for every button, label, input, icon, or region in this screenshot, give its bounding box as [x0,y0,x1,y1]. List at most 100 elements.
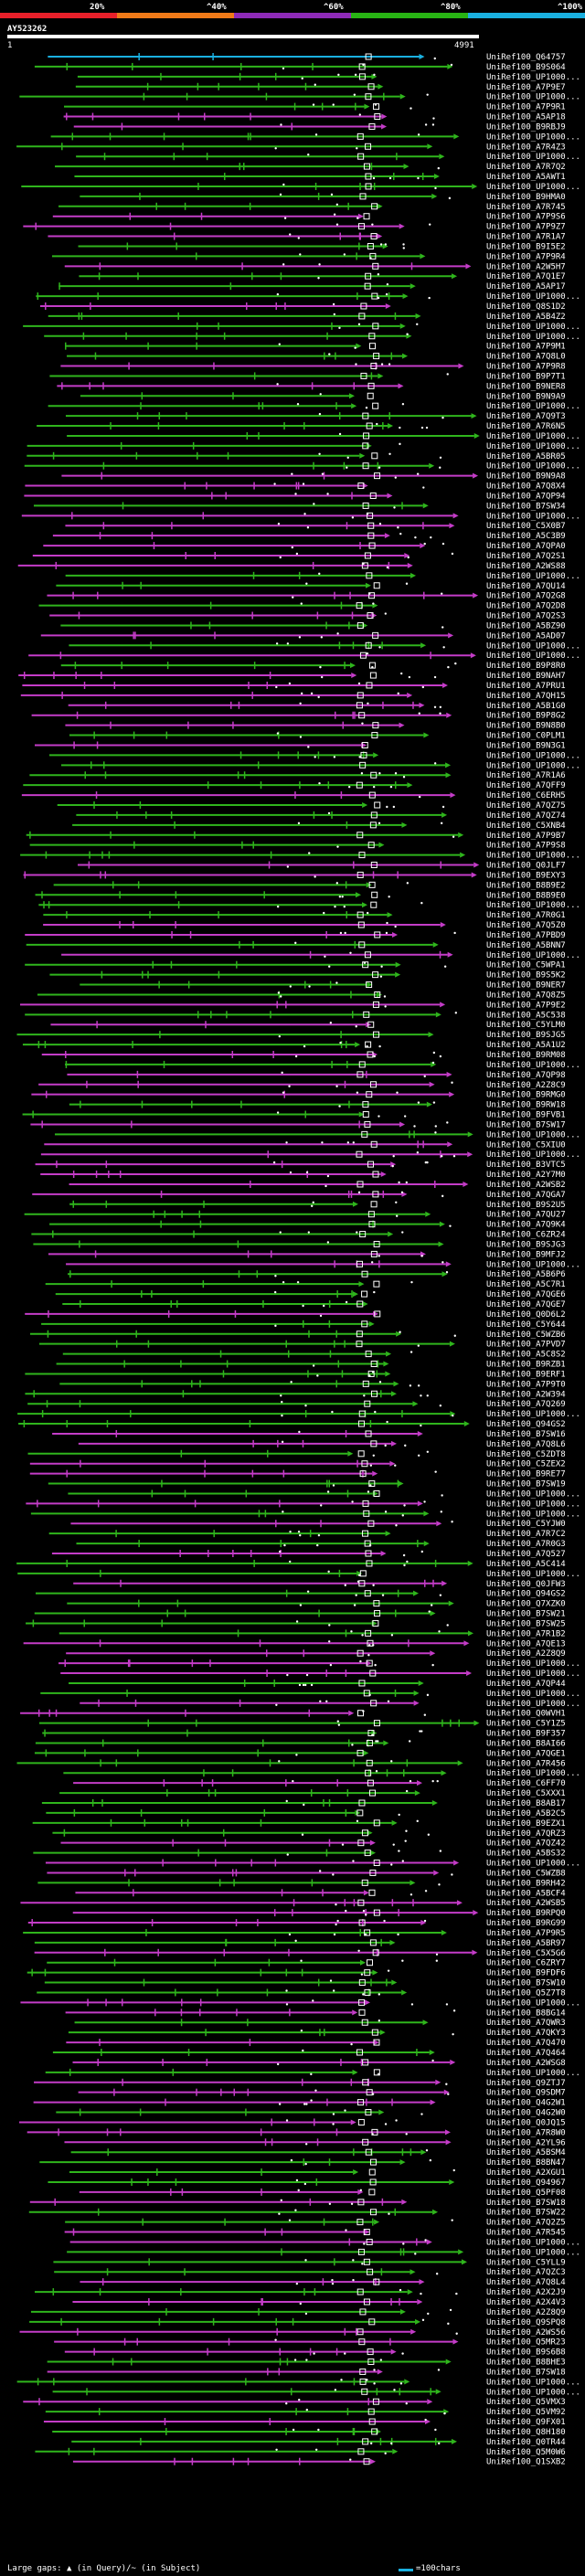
hit-label[interactable]: UniRef100_B9NER7 [486,981,566,991]
hit-label[interactable]: UniRef100_A7R1B2 [486,1629,566,1638]
hit-label[interactable]: UniRef100_UP1000... [486,1670,580,1679]
hit-label[interactable]: UniRef100_A7QZ42 [486,1839,566,1849]
hit-label[interactable]: UniRef100_C5Y1Z5 [486,1720,566,1729]
hit-label[interactable]: UniRef100_A7P9S6 [486,213,566,222]
hit-label[interactable]: UniRef100_UP1000... [486,1700,580,1709]
hit-label[interactable]: UniRef100_Q5VMX3 [486,2398,566,2407]
hit-label[interactable]: UniRef100_B9S5K2 [486,971,566,981]
hit-label[interactable]: UniRef100_A7R456 [486,1759,566,1768]
hit-label[interactable]: UniRef100_B7SW25 [486,1619,566,1628]
hit-label[interactable]: UniRef100_B9SJG5 [486,1031,566,1040]
hit-label[interactable]: UniRef100_A7Q8L4 [486,2278,566,2287]
hit-label[interactable]: UniRef100_B9N8B0 [486,722,566,731]
hit-label[interactable]: UniRef100_UP1000... [486,2378,580,2387]
hit-label[interactable]: UniRef100_Q5Z7T8 [486,1988,566,1998]
hit-label[interactable]: UniRef100_B9N9A8 [486,472,566,482]
hit-label[interactable]: UniRef100_A7QGA7 [486,1191,566,1200]
hit-label[interactable]: UniRef100_A7R545 [486,2229,566,2238]
hit-label[interactable]: UniRef100_A5C414 [486,1560,566,1569]
hit-label[interactable]: UniRef100_B7SW18 [486,2368,566,2377]
hit-label[interactable]: UniRef100_A5BZ90 [486,621,566,631]
hit-label[interactable]: UniRef100_C5X5G6 [486,1949,566,1958]
hit-label[interactable]: UniRef100_Q5MR23 [486,2338,566,2348]
hit-label[interactable]: UniRef100_UP1000... [486,2248,580,2257]
hit-label[interactable]: UniRef100_A7Q2D8 [486,602,566,611]
hit-label[interactable]: UniRef100_Q9SPQ8 [486,2318,566,2327]
hit-label[interactable]: UniRef100_UP1000... [486,1510,580,1519]
hit-label[interactable]: UniRef100_A7QP44 [486,1680,566,1689]
hit-label[interactable]: UniRef100_A2W394 [486,1390,566,1399]
hit-label[interactable]: UniRef100_B9RE77 [486,1470,566,1479]
hit-label[interactable]: UniRef100_A7Q464 [486,2049,566,2058]
hit-label[interactable]: UniRef100_A7P9B7 [486,832,566,841]
hit-label[interactable]: UniRef100_B9RBJ9 [486,122,566,132]
hit-label[interactable]: UniRef100_C5YJW0 [486,1520,566,1529]
hit-label[interactable]: UniRef100_A2XGU1 [486,2168,566,2178]
hit-label[interactable]: UniRef100_B9P8R0 [486,662,566,671]
hit-label[interactable]: UniRef100_A7R1A6 [486,771,566,780]
hit-label[interactable]: UniRef100_A5C7R1 [486,1280,566,1289]
hit-label[interactable]: UniRef100_A7R7Q2 [486,163,566,172]
hit-label[interactable]: UniRef100_B9RH42 [486,1879,566,1888]
hit-label[interactable]: UniRef100_A5AP17 [486,282,566,292]
hit-label[interactable]: UniRef100_Q7XZK0 [486,1600,566,1609]
hit-label[interactable]: UniRef100_Q64757 [486,53,566,62]
hit-label[interactable]: UniRef100_A5C538 [486,1011,566,1020]
hit-label[interactable]: UniRef100_Q94GS2 [486,1590,566,1599]
hit-label[interactable]: UniRef100_UP1000... [486,2238,580,2247]
hit-label[interactable]: UniRef100_UP1000... [486,183,580,192]
hit-label[interactable]: UniRef100_A5BSM4 [486,2148,566,2157]
hit-label[interactable]: UniRef100_UP1000... [486,2069,580,2078]
hit-label[interactable]: UniRef100_B7SW22 [486,2209,566,2218]
hit-label[interactable]: UniRef100_Q8S1D2 [486,302,566,312]
hit-label[interactable]: UniRef100_B3VTC5 [486,1161,566,1170]
hit-label[interactable]: UniRef100_B9I5E2 [486,242,566,251]
hit-label[interactable]: UniRef100_Q94967 [486,2178,566,2188]
hit-label[interactable]: UniRef100_B9S2U5 [486,1201,566,1210]
hit-label[interactable]: UniRef100_Q0JLF7 [486,862,566,871]
hit-label[interactable]: UniRef100_Q5M0W6 [486,2448,566,2457]
hit-label[interactable]: UniRef100_C5YLL9 [486,2258,566,2267]
hit-label[interactable]: UniRef100_UP1000... [486,402,580,411]
hit-label[interactable]: UniRef100_UP1000... [486,2388,580,2397]
hit-label[interactable]: UniRef100_A5C3B9 [486,532,566,541]
hit-label[interactable]: UniRef100_C6ZR24 [486,1231,566,1240]
hit-label[interactable]: UniRef100_A7P9S8 [486,842,566,851]
hit-label[interactable]: UniRef100_B9FDF6 [486,1969,566,1978]
hit-label[interactable]: UniRef100_A7QRZ3 [486,1829,566,1839]
hit-label[interactable]: UniRef100_B9N3G1 [486,741,566,750]
hit-label[interactable]: UniRef100_UP1000... [486,442,580,451]
hit-label[interactable]: UniRef100_UP1000... [486,1998,580,2008]
hit-label[interactable]: UniRef100_A7R4Z3 [486,143,566,152]
hit-label[interactable]: UniRef100_A7QZ75 [486,801,566,811]
hit-label[interactable]: UniRef100_A5C8S2 [486,1351,566,1360]
hit-label[interactable]: UniRef100_C5WPA1 [486,961,566,970]
hit-label[interactable]: UniRef100_B9F357 [486,1730,566,1739]
hit-label[interactable]: UniRef100_C5ZEX2 [486,1460,566,1469]
hit-label[interactable]: UniRef100_A7Q8X4 [486,482,566,492]
hit-label[interactable]: UniRef100_UP1000... [486,761,580,770]
hit-label[interactable]: UniRef100_A7R7C2 [486,1530,566,1539]
hit-label[interactable]: UniRef100_B8AB17 [486,1799,566,1808]
hit-label[interactable]: UniRef100_A7P9E2 [486,1001,566,1010]
hit-label[interactable]: UniRef100_A7Q8L6 [486,1440,566,1449]
hit-label[interactable]: UniRef100_Q1SXB2 [486,2458,566,2467]
hit-label[interactable]: UniRef100_B9NAH7 [486,672,566,681]
hit-label[interactable]: UniRef100_A2Z8C9 [486,1081,566,1090]
hit-label[interactable]: UniRef100_A2X2J9 [486,2288,566,2297]
hit-label[interactable]: UniRef100_UP1000... [486,751,580,760]
hit-label[interactable]: UniRef100_A7P9M1 [486,343,566,352]
hit-label[interactable]: UniRef100_UP1000... [486,1860,580,1869]
hit-label[interactable]: UniRef100_C5WZB6 [486,1330,566,1340]
hit-label[interactable]: UniRef100_A7QZC3 [486,2268,566,2277]
hit-label[interactable]: UniRef100_A7Q2S3 [486,612,566,621]
hit-label[interactable]: UniRef100_C5YLM0 [486,1021,566,1030]
hit-label[interactable]: UniRef100_A7QP98 [486,1071,566,1080]
hit-label[interactable]: UniRef100_A5BCF4 [486,1889,566,1898]
hit-label[interactable]: UniRef100_UP1000... [486,1410,580,1419]
hit-label[interactable]: UniRef100_B9S6B8 [486,2348,566,2358]
hit-label[interactable]: UniRef100_A2YL96 [486,2138,566,2147]
hit-label[interactable]: UniRef100_C5ZDT8 [486,1450,566,1459]
hit-label[interactable]: UniRef100_B7SW16 [486,1430,566,1439]
hit-label[interactable]: UniRef100_UP1000... [486,512,580,521]
